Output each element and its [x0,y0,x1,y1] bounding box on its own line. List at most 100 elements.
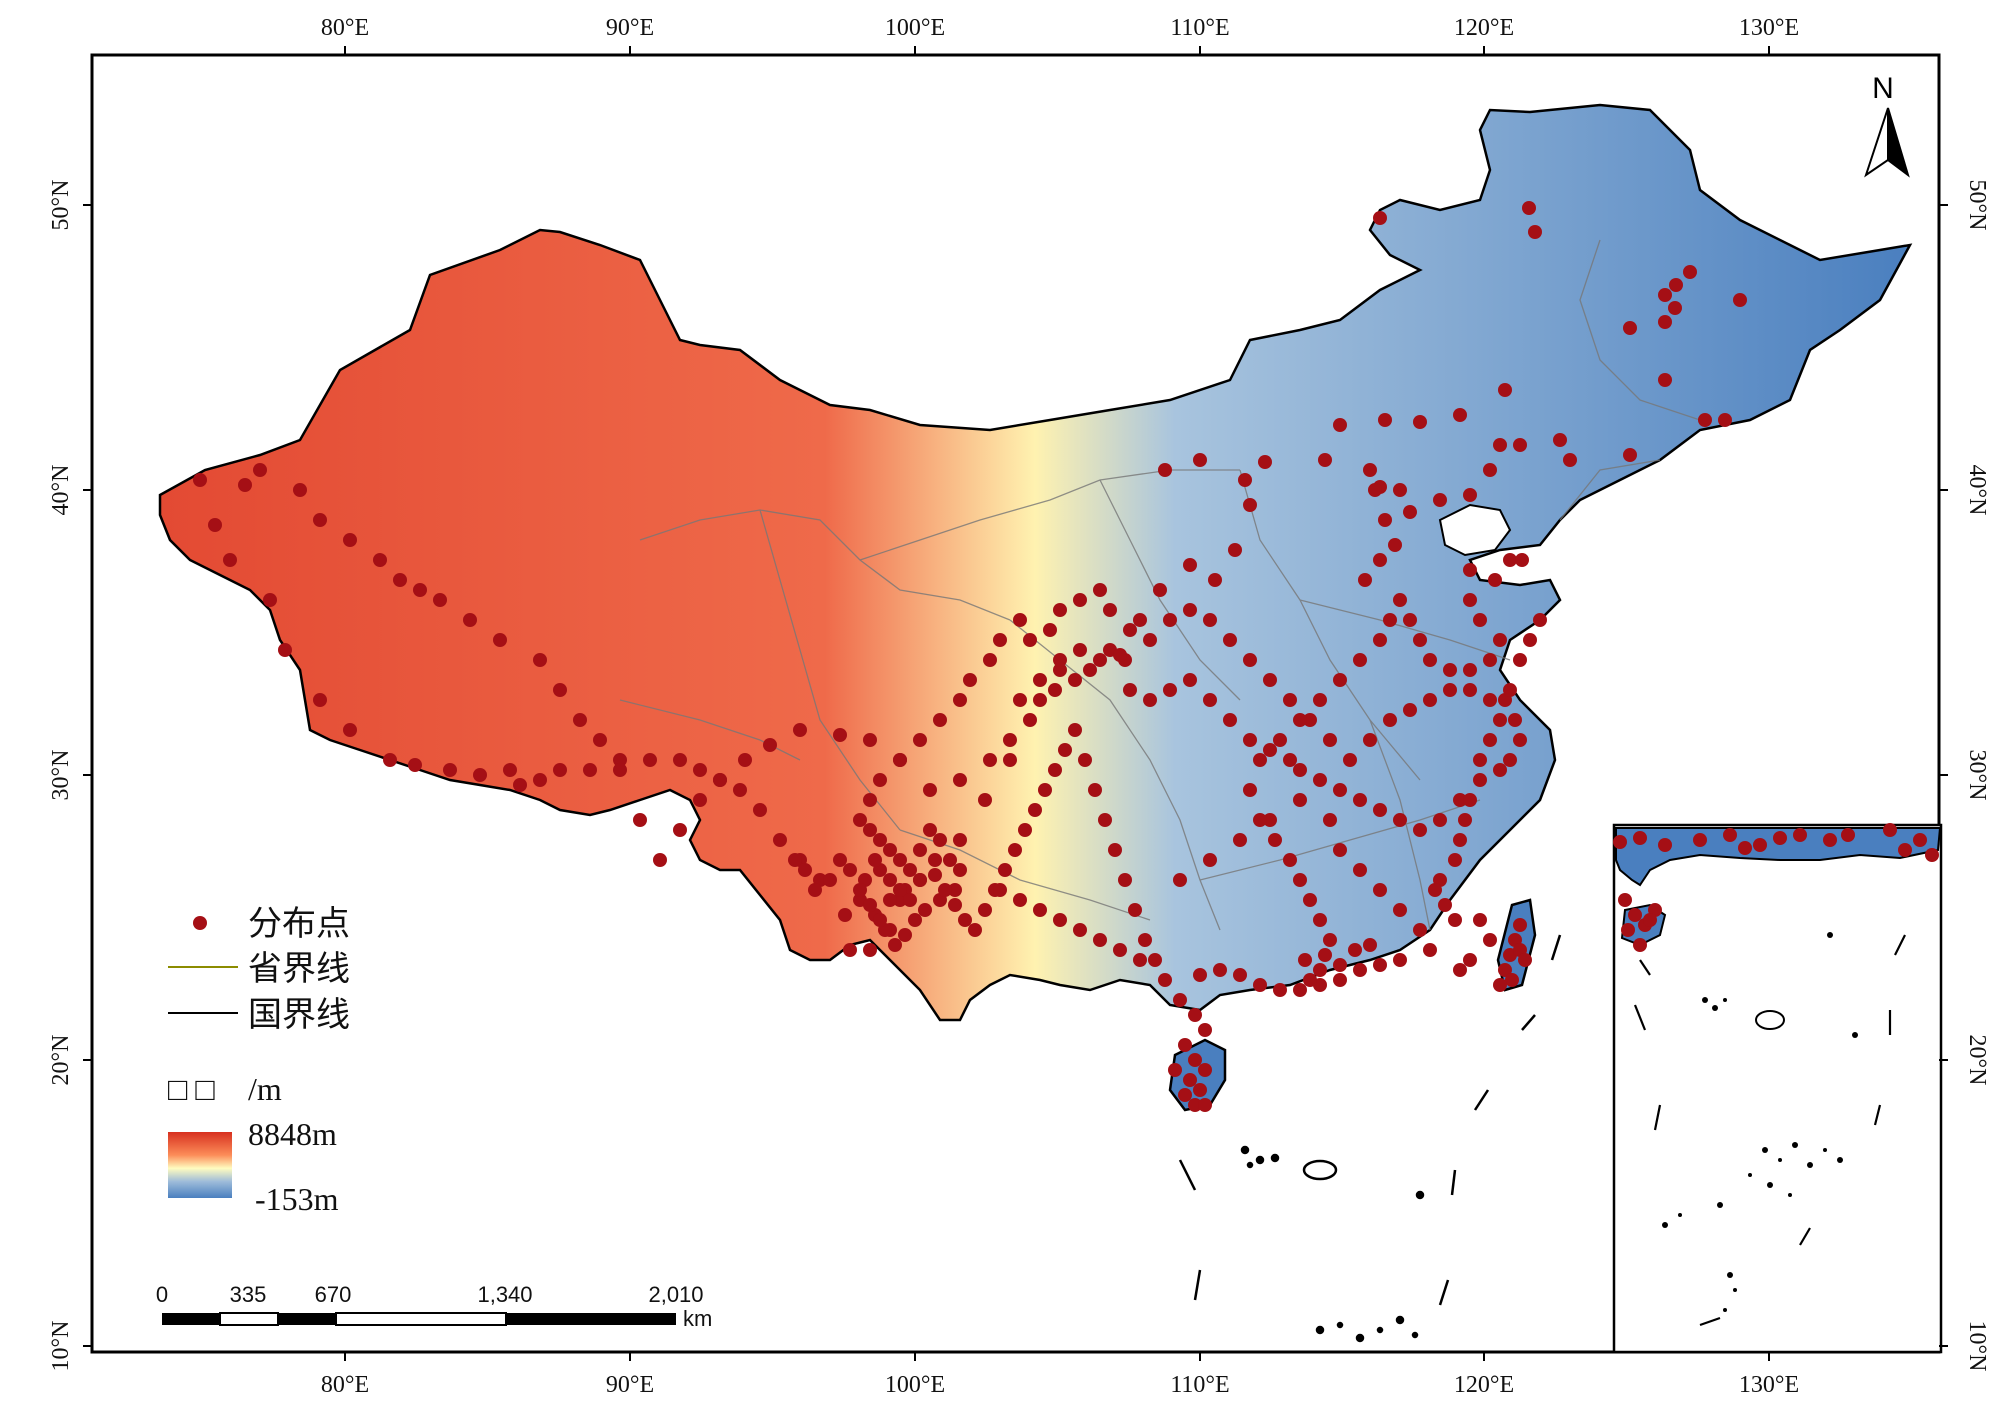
distribution-point [873,833,887,847]
lat-label-left: 40°N [48,465,74,516]
distribution-point [1353,963,1367,977]
distribution-point [1403,505,1417,519]
lon-label-bottom: 130°E [1739,1372,1799,1398]
distribution-point [1303,973,1317,987]
distribution-points [193,201,1747,1112]
inset-distribution-point [1693,833,1707,847]
distribution-point [1143,693,1157,707]
inset-distribution-point [1723,828,1737,842]
distribution-point [863,823,877,837]
distribution-point [253,463,267,477]
distribution-point [913,873,927,887]
distribution-point [1483,733,1497,747]
legend-province-label: 省界线 [248,949,350,989]
distribution-point [1193,453,1207,467]
lon-label-top: 100°E [885,15,945,41]
distribution-point [978,793,992,807]
distribution-point [1363,463,1377,477]
distribution-point [863,793,877,807]
distribution-point [1658,373,1672,387]
distribution-point [1373,883,1387,897]
distribution-point [1373,633,1387,647]
south-sea-inset [1612,823,1943,1354]
distribution-point [1353,793,1367,807]
distribution-point [1203,853,1217,867]
distribution-point [463,613,477,627]
distribution-point [948,883,962,897]
scale-tick-4: 2,010 [648,1282,703,1307]
distribution-point [1373,211,1387,225]
distribution-point [1453,793,1467,807]
distribution-point [1013,613,1027,627]
scale-tick-2: 670 [315,1282,352,1307]
distribution-point [1233,833,1247,847]
inset-dashes [1633,934,1906,1327]
inset-islands [1662,932,1858,1312]
distribution-point [293,483,307,497]
distribution-point [1393,953,1407,967]
distribution-point [1463,793,1477,807]
distribution-point [1053,653,1067,667]
lon-label-bottom: 110°E [1170,1372,1229,1398]
distribution-point [953,863,967,877]
distribution-point [1203,613,1217,627]
inset-distribution-point [1913,833,1927,847]
distribution-point [838,908,852,922]
inset-distribution-point [1633,938,1647,952]
distribution-point [1463,683,1477,697]
distribution-point [343,723,357,737]
distribution-point [693,793,707,807]
distribution-point [1083,663,1097,677]
distribution-point [948,898,962,912]
distribution-point [1258,455,1272,469]
distribution-point [788,853,802,867]
distribution-point [1413,415,1427,429]
distribution-point [1428,883,1442,897]
distribution-point [1253,978,1267,992]
distribution-point [1343,753,1357,767]
distribution-point [1188,1098,1202,1112]
distribution-point [1505,973,1519,987]
distribution-point [738,753,752,767]
longitude-labels-bottom: 80°E 90°E 100°E 110°E 120°E 130°E [321,1352,1799,1398]
distribution-point [923,823,937,837]
distribution-point [893,853,907,867]
distribution-point [1263,673,1277,687]
distribution-point [1323,933,1337,947]
distribution-point [593,733,607,747]
distribution-point [1358,573,1372,587]
distribution-point [913,843,927,857]
distribution-point [1198,1063,1212,1077]
distribution-point [1318,453,1332,467]
distribution-point [393,573,407,587]
distribution-point [903,863,917,877]
distribution-point [1298,953,1312,967]
distribution-point [863,733,877,747]
legend-border-label: 国界线 [248,995,350,1035]
distribution-point [1088,783,1102,797]
distribution-point [1213,963,1227,977]
distribution-point [1333,418,1347,432]
distribution-point [433,593,447,607]
distribution-point [923,783,937,797]
lon-label-bottom: 100°E [885,1372,945,1398]
distribution-point [953,773,967,787]
distribution-point [843,863,857,877]
distribution-point [1073,643,1087,657]
distribution-point [313,693,327,707]
distribution-point [1443,663,1457,677]
inset-distribution-point [1658,838,1672,852]
distribution-point [1668,301,1682,315]
distribution-point [913,733,927,747]
distribution-point [1273,733,1287,747]
distribution-point [983,753,997,767]
inset-distribution-point [1643,913,1657,927]
distribution-point [1003,753,1017,767]
distribution-point [928,853,942,867]
distribution-point [1283,753,1297,767]
inset-distribution-point [1773,831,1787,845]
distribution-point [1513,918,1527,932]
distribution-point [1403,703,1417,717]
distribution-point [1493,438,1507,452]
distribution-point [1158,973,1172,987]
